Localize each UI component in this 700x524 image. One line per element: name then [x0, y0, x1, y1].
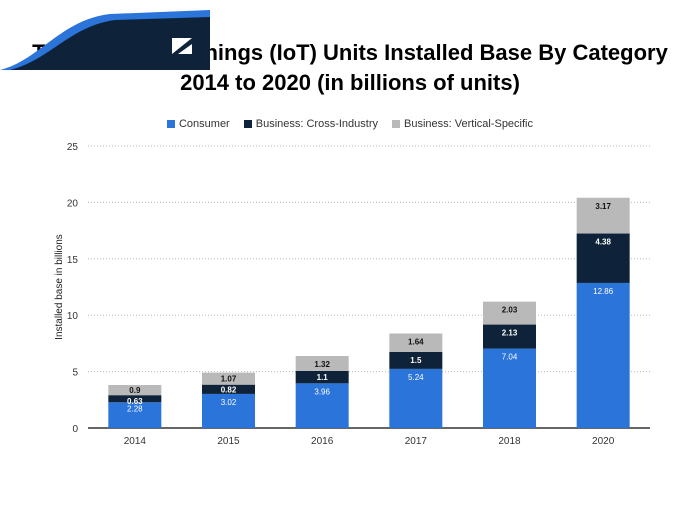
- x-tick-label: 2016: [311, 436, 334, 447]
- bar-segment[interactable]: [576, 282, 630, 428]
- legend-item-cross-industry[interactable]: Business: Cross-Industry: [243, 118, 378, 130]
- data-label: 0.63: [127, 397, 143, 406]
- y-tick-label: 15: [67, 255, 79, 266]
- bar-segment[interactable]: [576, 233, 630, 283]
- bar-segment[interactable]: [202, 393, 255, 428]
- bar-segment[interactable]: [389, 351, 443, 369]
- data-label: 0.82: [221, 385, 237, 394]
- legend: Consumer Business: Cross-Industry Busine…: [0, 118, 700, 130]
- y-axis-label: Installed base in billions: [54, 234, 65, 340]
- statista-logo-text: statista: [568, 481, 656, 509]
- x-tick-label: 2014: [124, 436, 147, 447]
- data-label: 7.04: [502, 353, 518, 362]
- data-label: 2.03: [502, 306, 518, 315]
- bar-segment[interactable]: [295, 383, 349, 428]
- bar-segment[interactable]: [202, 372, 255, 385]
- bar-segment[interactable]: [108, 385, 162, 396]
- data-label: 3.02: [221, 398, 237, 407]
- bar-segment[interactable]: [295, 356, 349, 371]
- legend-item-consumer[interactable]: Consumer: [166, 118, 230, 130]
- data-label: 1.5: [410, 356, 422, 365]
- bar-segment[interactable]: [108, 395, 162, 403]
- bar-segment[interactable]: [389, 368, 443, 428]
- legend-label: Consumer: [178, 118, 230, 130]
- x-tick-label: 2018: [498, 436, 521, 447]
- data-label: 0.9: [129, 386, 141, 395]
- data-label: 1.64: [408, 337, 424, 346]
- bar-segment[interactable]: [483, 301, 536, 325]
- bar-segment[interactable]: [202, 384, 255, 394]
- legend-item-vertical-specific[interactable]: Business: Vertical-Specific: [392, 118, 533, 130]
- y-tick-label: 0: [72, 424, 78, 435]
- bar-segment[interactable]: [576, 197, 630, 234]
- data-label: 1.07: [221, 375, 237, 384]
- y-tick-label: 25: [67, 142, 79, 153]
- bar-segment[interactable]: [389, 333, 443, 352]
- bar-segment[interactable]: [483, 324, 536, 349]
- data-label: 3.96: [314, 387, 330, 396]
- legend-swatch: [243, 120, 252, 128]
- title-line-2: 2014 to 2020 (in billions of units): [180, 70, 520, 95]
- legend-label: Business: Cross-Industry: [255, 118, 378, 130]
- data-label: 5.24: [408, 373, 424, 382]
- x-tick-label: 2015: [217, 436, 240, 447]
- data-label: 2.28: [127, 404, 143, 413]
- x-tick-label: 2020: [592, 436, 615, 447]
- data-label: 4.38: [595, 238, 611, 247]
- x-tick-label: 2017: [405, 436, 428, 447]
- data-label: 1.1: [317, 373, 329, 382]
- data-label: 12.86: [593, 287, 614, 296]
- legend-label: Business: Vertical-Specific: [404, 118, 533, 130]
- legend-swatch: [392, 120, 400, 128]
- legend-swatch: [166, 120, 175, 128]
- data-label: 2.13: [502, 329, 518, 338]
- bar-segment[interactable]: [483, 348, 536, 428]
- y-tick-label: 10: [67, 311, 79, 322]
- statista-logo-banner: [0, 10, 210, 70]
- data-label: 3.17: [595, 202, 611, 211]
- y-tick-label: 20: [67, 198, 79, 209]
- data-label: 1.32: [314, 360, 330, 369]
- bar-segment[interactable]: [108, 402, 162, 428]
- y-tick-label: 5: [72, 368, 78, 379]
- bar-segment[interactable]: [295, 370, 349, 384]
